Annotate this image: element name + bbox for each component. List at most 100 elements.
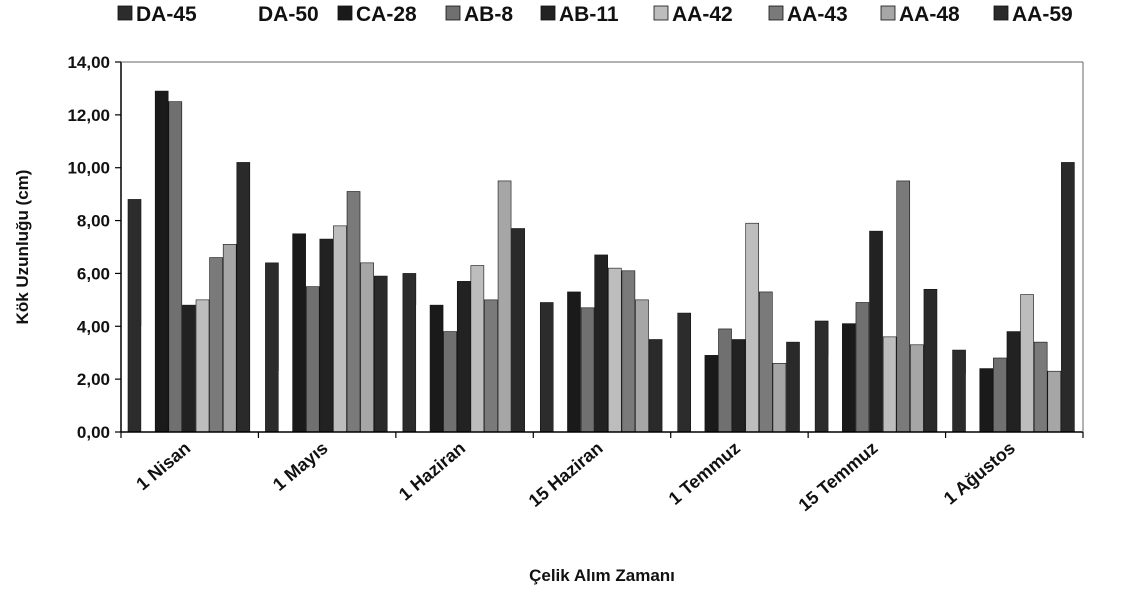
x-tick-label: 1 Haziran [395, 438, 469, 505]
bar-da-50-0 [141, 325, 155, 433]
bar-da-45-1 [265, 262, 279, 433]
bar-ab-11-2 [456, 281, 471, 433]
bar-da-50-5 [828, 355, 843, 433]
legend-label-aa-59: AA-59 [1012, 3, 1073, 26]
bar-aa-59-0 [236, 162, 251, 433]
legend-swatch-aa-59 [993, 5, 1009, 21]
bar-aa-59-4 [786, 341, 800, 433]
y-axis-title: Kök Uzunluğu (cm) [13, 170, 32, 325]
bar-aa-43-5 [896, 180, 911, 433]
bar-ab-8-4 [718, 328, 732, 433]
legend-swatch-ab-11 [540, 5, 556, 21]
bar-ca-28-5 [842, 323, 856, 433]
bar-aa-42-2 [470, 265, 485, 433]
bar-ab-11-4 [731, 339, 746, 433]
legend-label-aa-42: AA-42 [672, 3, 733, 26]
bar-ca-28-0 [154, 90, 169, 433]
legend-swatch-ca-28 [337, 5, 353, 21]
bar-ab-8-2 [443, 331, 457, 433]
bar-ab-11-0 [182, 304, 196, 433]
bar-ab-8-3 [580, 307, 595, 433]
chart-axes [120, 61, 1084, 433]
bar-aa-59-3 [648, 339, 663, 433]
legend-label-ab-11: AB-11 [559, 3, 619, 26]
bar-aa-43-6 [1033, 341, 1048, 433]
bar-aa-59-5 [923, 288, 938, 433]
bar-aa-48-3 [635, 299, 649, 433]
y-tick-label: 6,00 [77, 264, 110, 283]
x-tick-label: 15 Haziran [525, 438, 607, 511]
legend-label-da-50: DA-50 [258, 3, 319, 26]
bar-da-45-2 [402, 273, 417, 433]
legend-swatch-aa-43 [768, 5, 784, 21]
x-tick-label: 1 Ağustos [940, 438, 1019, 509]
bar-da-50-1 [278, 370, 293, 433]
bar-aa-42-3 [607, 267, 622, 433]
y-tick-label: 14,00 [67, 53, 110, 72]
bar-ca-28-3 [567, 291, 581, 433]
bar-da-50-4 [691, 418, 705, 433]
x-tick-label: 1 Mayıs [269, 438, 332, 495]
legend-swatch-aa-48 [880, 5, 896, 21]
bar-da-45-3 [539, 302, 554, 433]
x-tick-label: 1 Temmuz [665, 438, 744, 509]
bar-aa-48-2 [497, 180, 512, 433]
bar-da-50-3 [553, 296, 568, 433]
legend-label-da-45: DA-45 [136, 3, 197, 26]
x-tick-labels: 1 Nisan 1 Mayıs 1 Haziran 15 Haziran 1 Temmu… [120, 432, 1084, 515]
legend-label-ab-8: AB-8 [464, 3, 513, 26]
bar-da-50-2 [416, 304, 430, 433]
bar-da-45-5 [814, 320, 829, 433]
bar-ab-8-6 [993, 357, 1007, 433]
y-tick-label: 8,00 [77, 212, 110, 231]
chart-legend: DA-45 DA-50 CA-28 AB-8 AB-11 AA-42 AA-43 AA-48 A… [117, 3, 1073, 26]
bar-aa-48-0 [222, 244, 237, 433]
bar-ab-11-5 [869, 230, 883, 433]
y-tick-labels: 0,00 2,00 4,00 6,00 8,00 10,00 12,00 14,00 [67, 53, 121, 442]
bar-aa-59-6 [1061, 162, 1075, 433]
y-tick-label: 12,00 [67, 106, 110, 125]
bar-ab-11-3 [594, 254, 608, 433]
legend-label-aa-48: AA-48 [899, 3, 960, 26]
bar-ab-8-1 [305, 286, 320, 433]
x-axis-title: Çelik Alım Zamanı [529, 566, 675, 585]
bar-aa-48-1 [360, 262, 374, 433]
legend-label-aa-43: AA-43 [787, 3, 848, 26]
bar-aa-42-4 [745, 222, 760, 433]
bar-ca-28-6 [979, 368, 994, 433]
y-tick-label: 0,00 [77, 423, 110, 442]
bar-da-45-6 [952, 349, 966, 433]
y-tick-label: 2,00 [77, 370, 110, 389]
y-tick-label: 10,00 [67, 159, 110, 178]
bar-ca-28-1 [292, 233, 306, 433]
bar-ca-28-2 [429, 304, 444, 433]
bar-aa-48-5 [910, 344, 924, 433]
bar-aa-59-2 [511, 228, 525, 433]
bar-da-45-0 [127, 199, 142, 433]
bar-aa-43-3 [621, 270, 636, 433]
bar-aa-43-2 [484, 299, 498, 433]
bar-da-50-6 [965, 373, 980, 433]
bar-aa-42-1 [333, 225, 347, 433]
x-tick-label: 15 Temmuz [795, 438, 882, 515]
bar-ab-8-0 [168, 101, 183, 433]
chart-bars [127, 90, 1075, 433]
bar-aa-42-6 [1020, 294, 1034, 433]
legend-swatch-ab-8 [445, 5, 461, 21]
bar-aa-48-6 [1047, 370, 1062, 433]
bar-ab-8-5 [855, 302, 870, 433]
bar-aa-48-4 [772, 362, 787, 433]
bar-ab-11-6 [1006, 331, 1021, 433]
y-tick-label: 4,00 [77, 317, 110, 336]
legend-swatch-aa-42 [653, 5, 669, 21]
bar-aa-42-0 [195, 299, 210, 433]
bar-da-45-4 [677, 312, 692, 433]
bar-ca-28-4 [704, 355, 719, 433]
bar-ab-11-1 [319, 238, 334, 433]
bar-aa-59-1 [373, 275, 388, 433]
legend-swatch-da-45 [117, 5, 133, 21]
bar-aa-43-0 [209, 257, 223, 433]
bar-aa-43-4 [759, 291, 773, 433]
x-tick-label: 1 Nisan [132, 438, 194, 494]
